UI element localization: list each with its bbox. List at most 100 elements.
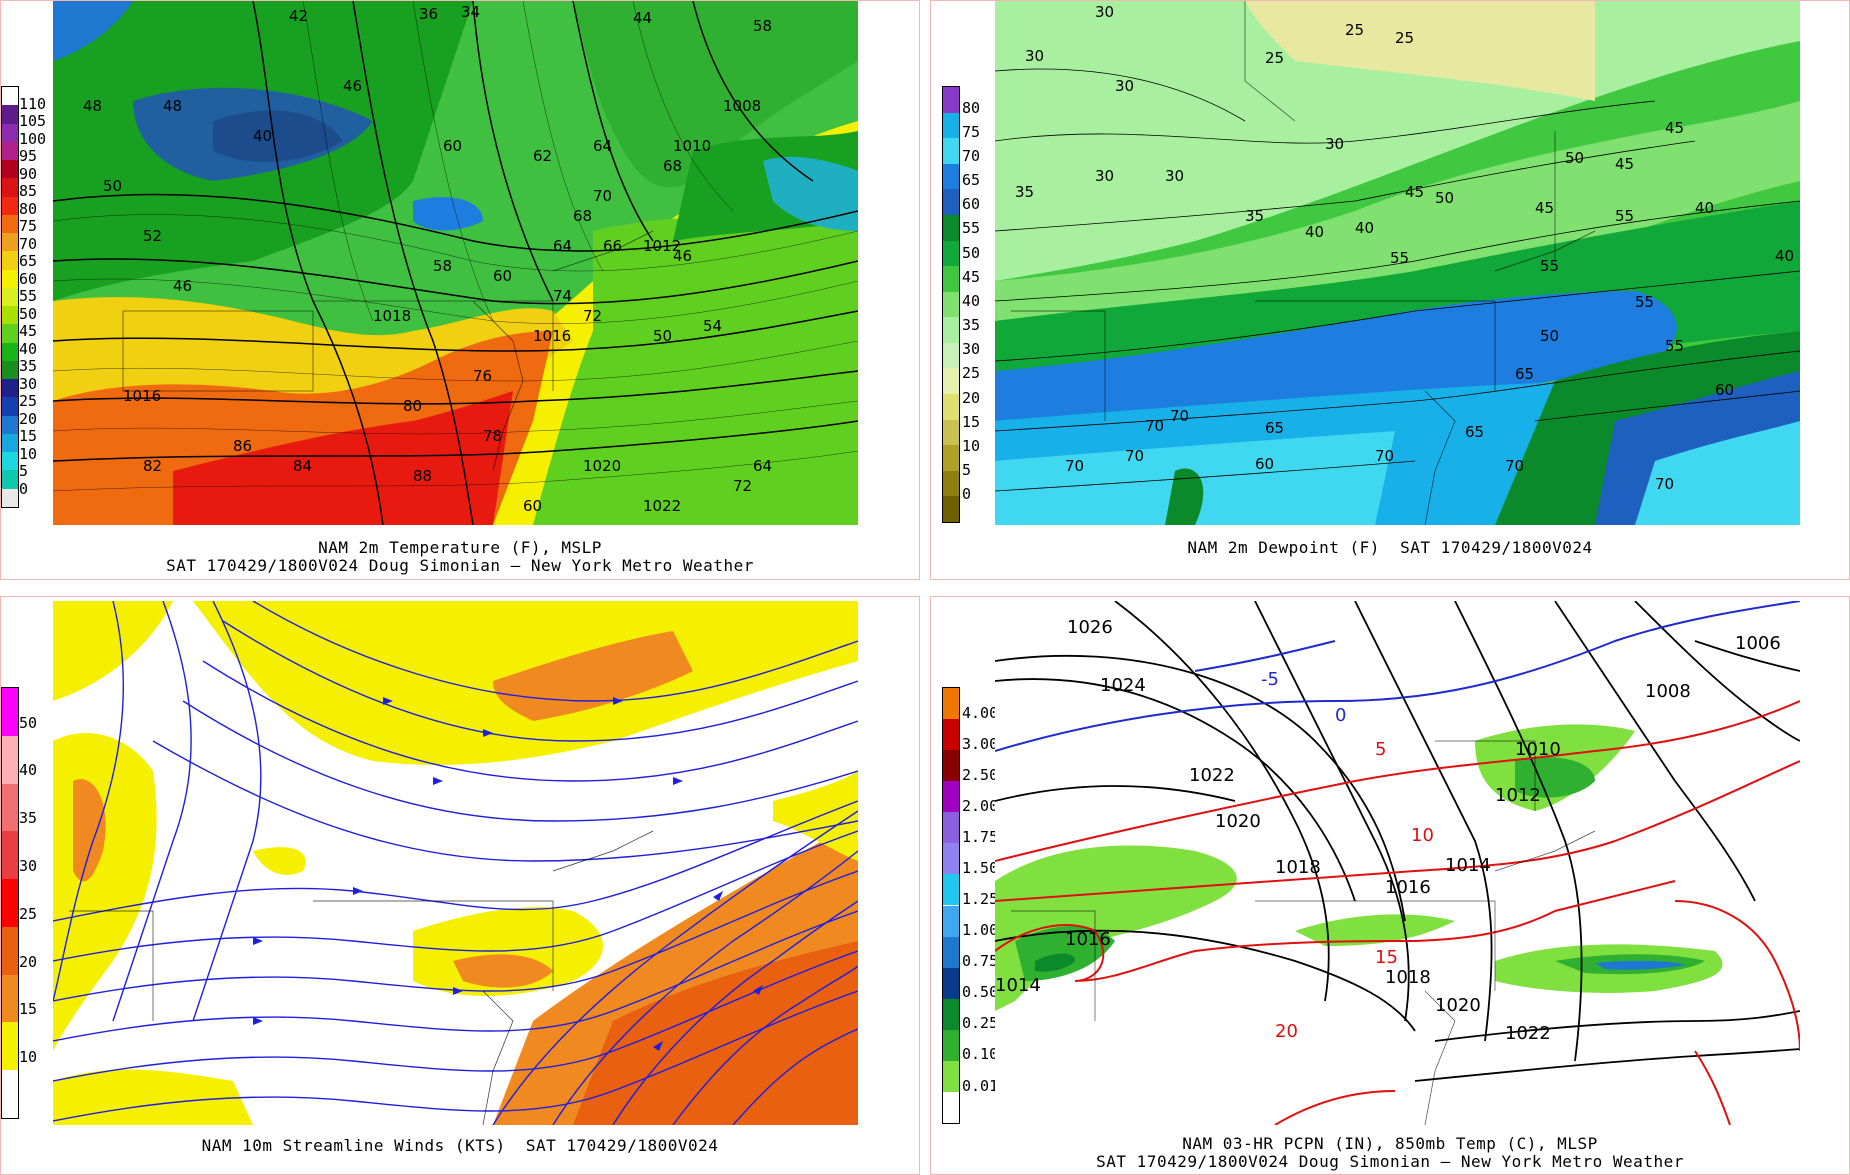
scale-swatch: [2, 196, 18, 215]
temperature-scale-labels: 110 105 100 95 90 85 80 75 70 65 60 55 50 45 40 35 30 25 2…: [19, 86, 59, 506]
scale-label: 60: [962, 195, 981, 214]
scale-swatch: [943, 1091, 959, 1123]
scale-swatch: [943, 750, 959, 782]
scale-label: 45: [962, 267, 981, 286]
svg-text:30: 30: [1025, 47, 1044, 65]
scale-label: 95: [19, 147, 38, 165]
scale-label: 90: [19, 164, 38, 183]
scale-label: 50: [19, 713, 38, 732]
svg-text:1008: 1008: [1645, 681, 1691, 702]
svg-text:1026: 1026: [1067, 617, 1113, 638]
scale-swatch: [943, 1029, 959, 1061]
scale-swatch: [2, 324, 18, 343]
svg-text:74: 74: [553, 287, 572, 305]
scale-label: 30: [19, 374, 38, 393]
scale-label: 1.00: [962, 921, 999, 940]
svg-text:66: 66: [603, 237, 622, 255]
scale-label: 20: [962, 388, 981, 407]
scale-label: 25: [962, 364, 981, 383]
svg-text:0: 0: [1335, 705, 1346, 726]
scale-swatch: [943, 291, 959, 318]
scale-swatch: [2, 87, 18, 106]
scale-label: 80: [19, 199, 38, 218]
dewpoint-map: 30 25 25 25 30 30 30 30 30 35 35 40 40 45 50 50 45 45 …: [995, 1, 1800, 525]
precip-caption-line1: NAM 03-HR PCPN (IN), 850mb Temp (C), MLS…: [1182, 1134, 1598, 1153]
precip-scale-labels: 4.00 3.00 2.50 2.00 1.75 1.50 1.25 1.00 0.75 0.50…: [962, 687, 1002, 1122]
svg-text:80: 80: [403, 397, 422, 415]
scale-swatch: [2, 141, 18, 161]
scale-label: 50: [962, 243, 981, 262]
scale-label: 1.75: [962, 827, 999, 846]
svg-text:1006: 1006: [1735, 633, 1781, 654]
svg-text:52: 52: [143, 227, 162, 245]
scale-label: 0.25: [962, 1014, 999, 1033]
svg-text:1014: 1014: [995, 975, 1041, 996]
scale-swatch: [2, 688, 18, 736]
scale-swatch: [943, 419, 959, 446]
svg-text:64: 64: [593, 137, 612, 155]
scale-swatch: [2, 415, 18, 434]
svg-text:36: 36: [419, 5, 438, 23]
scale-label: 60: [19, 269, 38, 288]
dewpoint-scale-labels: 80 75 70 65 60 55 50 45 40 35 30 25 20 15 10 5 0: [962, 86, 1002, 521]
scale-label: 30: [962, 340, 981, 359]
scale-label: 15: [19, 427, 38, 445]
scale-label: 25: [19, 392, 38, 410]
dewpoint-color-scale: [942, 86, 960, 523]
scale-label: 5: [962, 461, 972, 479]
scale-swatch: [2, 160, 18, 179]
scale-swatch: [2, 831, 18, 880]
scale-label: 1.50: [962, 859, 999, 877]
svg-text:35: 35: [1245, 207, 1264, 225]
scale-label: 75: [19, 217, 38, 235]
scale-swatch: [943, 998, 959, 1030]
scale-label: 10: [19, 1048, 38, 1067]
svg-text:70: 70: [1145, 417, 1164, 435]
scale-label: 0: [19, 479, 29, 498]
svg-text:55: 55: [1540, 257, 1559, 275]
scale-label: 40: [19, 761, 38, 780]
svg-text:70: 70: [593, 187, 612, 205]
svg-text:45: 45: [1615, 155, 1634, 173]
svg-text:1022: 1022: [1189, 765, 1235, 786]
scale-swatch: [2, 1070, 18, 1118]
svg-text:68: 68: [573, 207, 592, 225]
scale-swatch: [943, 317, 959, 343]
precip-color-scale: [942, 687, 960, 1124]
svg-text:50: 50: [1540, 327, 1559, 345]
svg-text:88: 88: [413, 467, 432, 485]
svg-text:60: 60: [523, 497, 542, 515]
scale-label: 10: [19, 444, 38, 463]
scale-label: 65: [19, 252, 38, 270]
svg-text:70: 70: [1375, 447, 1394, 465]
temperature-color-scale: [1, 86, 19, 508]
svg-text:1020: 1020: [583, 457, 621, 475]
svg-text:1014: 1014: [1445, 855, 1491, 876]
scale-label: 80: [962, 98, 981, 117]
scale-swatch: [943, 719, 959, 751]
scale-swatch: [2, 287, 18, 307]
scale-swatch: [943, 936, 959, 968]
scale-swatch: [2, 306, 18, 325]
svg-text:35: 35: [1015, 183, 1034, 201]
svg-text:50: 50: [1565, 149, 1584, 167]
svg-text:15: 15: [1375, 947, 1398, 968]
precip-panel: 4.00 3.00 2.50 2.00 1.75 1.50 1.25 1.00 0.75 0.50…: [930, 596, 1850, 1175]
svg-text:1010: 1010: [1515, 739, 1561, 760]
svg-text:46: 46: [173, 277, 192, 295]
svg-text:34: 34: [461, 3, 480, 21]
svg-text:25: 25: [1395, 29, 1414, 47]
svg-text:40: 40: [253, 127, 272, 145]
svg-text:1018: 1018: [1385, 967, 1431, 988]
scale-swatch: [2, 974, 18, 1023]
svg-text:60: 60: [443, 137, 462, 155]
scale-label: 110: [19, 94, 47, 113]
scale-swatch: [943, 240, 959, 267]
svg-text:64: 64: [753, 457, 772, 475]
svg-text:1008: 1008: [723, 97, 761, 115]
svg-text:70: 70: [1505, 457, 1524, 475]
scale-label: 55: [962, 219, 981, 238]
temperature-caption-line1: NAM 2m Temperature (F), MSLP: [318, 538, 602, 557]
scale-label: 10: [962, 436, 981, 455]
svg-text:20: 20: [1275, 1021, 1298, 1042]
